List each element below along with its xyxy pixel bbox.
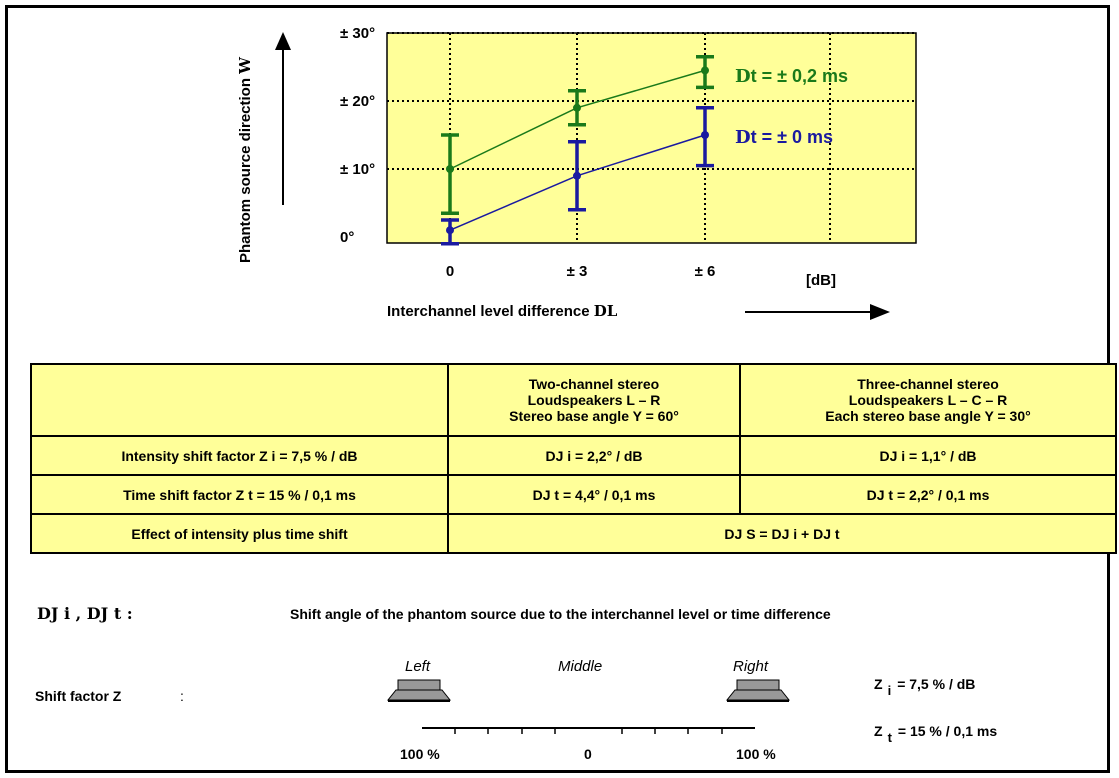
cell-time-two: DJ t = 4,4° / 0,1 ms	[447, 474, 741, 515]
series-label-blue: Dt = ± 0 ms	[735, 127, 833, 148]
scale-right-label: 100 %	[736, 746, 776, 762]
row-label-intensity: Intensity shift factor Z i = 7,5 % / dB	[30, 435, 449, 476]
shift-scale	[422, 727, 755, 734]
left-speaker-icon	[386, 679, 452, 702]
tick-labels: ± 30° ± 20° ± 10° 0° 0 ± 3 ± 6	[340, 25, 715, 280]
y-tick-label: ± 10°	[340, 161, 375, 178]
data-point	[701, 66, 709, 75]
y-tick-label: ± 20°	[340, 93, 375, 110]
y-axis-arrowhead	[275, 32, 291, 50]
speaker-left-label: Left	[405, 658, 431, 675]
x-tick-label: ± 3	[567, 263, 588, 280]
data-point	[701, 131, 709, 139]
cell-intensity-three: DJ i = 1,1° / dB	[739, 435, 1117, 476]
series-layer	[441, 55, 714, 246]
shift-factor-colon: :	[180, 688, 184, 704]
cell-intensity-two: DJ i = 2,2° / dB	[447, 435, 741, 476]
x-tick-label: 0	[446, 263, 454, 280]
row-label-effect: Effect of intensity plus time shift	[30, 513, 449, 554]
x-axis-title: Interchannel level difference DL	[387, 302, 618, 320]
table-row: Intensity shift factor Z i = 7,5 % / dB …	[30, 435, 1117, 476]
speaker-diagram	[386, 679, 791, 734]
cell-effect-sum: DJ S = DJ i + DJ t	[447, 513, 1117, 554]
shift-table: Two-channel stereo Loudspeakers L – R St…	[30, 363, 1117, 554]
right-speaker-icon	[725, 679, 791, 702]
data-point	[446, 226, 454, 235]
plot-area	[386, 32, 917, 244]
header-three-channel: Three-channel stereo Loudspeakers L – C …	[739, 363, 1117, 437]
y-axis-title: Phantom source direction W	[236, 56, 254, 263]
scale-left-label: 100 %	[400, 746, 440, 762]
cell-time-three: DJ t = 2,2° / 0,1 ms	[739, 474, 1117, 515]
scale-mid-label: 0	[584, 746, 592, 762]
row-label-time: Time shift factor Z t = 15 % / 0,1 ms	[30, 474, 449, 515]
speaker-middle-label: Middle	[558, 658, 603, 675]
legend-text: Shift angle of the phantom source due to…	[290, 606, 831, 622]
data-point	[446, 165, 454, 173]
table-row: Effect of intensity plus time shift DJ S…	[30, 513, 1117, 554]
speaker-right-label: Right	[733, 658, 769, 675]
y-tick-label: ± 30°	[340, 25, 375, 42]
x-axis-arrowhead	[870, 304, 890, 320]
legend-symbols: DJ i , DJ t :	[37, 604, 133, 623]
header-two-channel: Two-channel stereo Loudspeakers L – R St…	[447, 363, 741, 437]
shift-factor-label: Shift factor Z	[35, 688, 122, 704]
y-tick-label: 0°	[340, 229, 354, 246]
table-row: Time shift factor Z t = 15 % / 0,1 ms DJ…	[30, 474, 1117, 515]
chart: ± 30° ± 20° ± 10° 0° 0 ± 3 ± 6 Phantom source …	[236, 25, 917, 320]
data-point	[573, 103, 581, 112]
series-label-green: Dt = ± 0,2 ms	[735, 66, 848, 87]
data-point	[573, 171, 581, 180]
x-tick-label: ± 6	[695, 263, 716, 280]
x-unit: [dB]	[806, 272, 836, 289]
table-header-row: Two-channel stereo Loudspeakers L – R St…	[30, 363, 1117, 437]
header-blank	[30, 363, 449, 437]
